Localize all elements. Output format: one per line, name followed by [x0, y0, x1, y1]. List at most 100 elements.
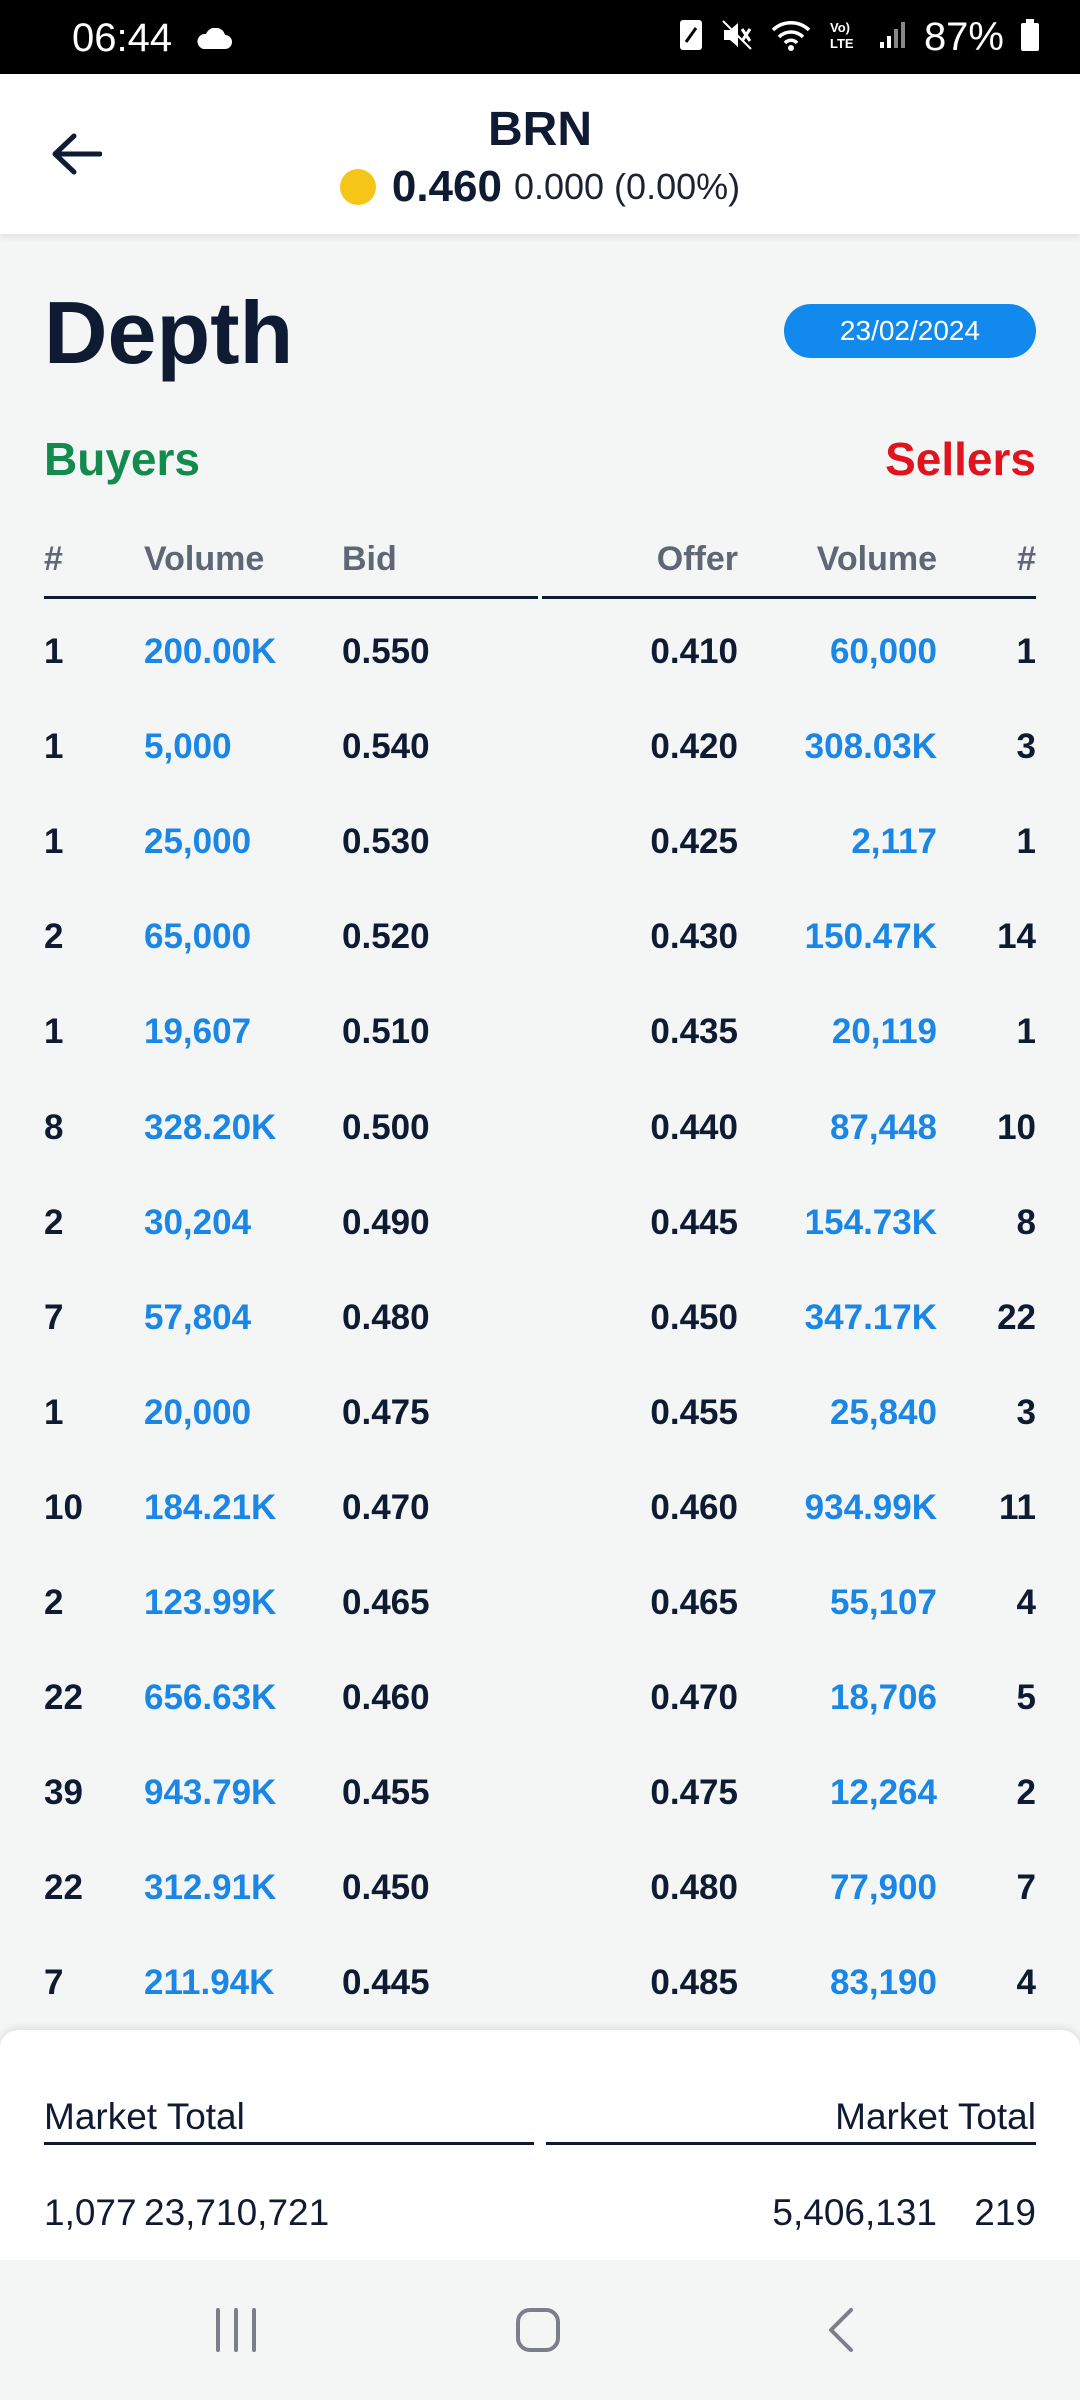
sell-volume-cell: 308.03K: [804, 727, 937, 767]
offer-price-cell: 0.435: [650, 1012, 738, 1052]
offer-price-cell: 0.440: [650, 1107, 738, 1147]
offer-price-cell: 0.475: [650, 1773, 738, 1813]
offer-price-cell: 0.445: [650, 1202, 738, 1242]
svg-text:LTE: LTE: [830, 36, 854, 51]
sell-volume-cell: 12,264: [829, 1773, 937, 1813]
col-buy-volume: Volume: [144, 540, 265, 578]
sell-volume-cell: 18,706: [829, 1678, 937, 1718]
bid-price-cell: 0.445: [342, 1963, 430, 2003]
buy-count-cell: 1: [44, 632, 64, 671]
bid-price-cell: 0.490: [342, 1202, 430, 1242]
buy-volume-cell: 200.00K: [144, 632, 277, 671]
buy-volume-cell: 25,000: [144, 822, 252, 862]
home-icon: [516, 2308, 560, 2352]
stock-symbol: BRN: [488, 103, 592, 156]
sell-total-label: Market Total: [835, 2096, 1036, 2137]
buyers-header-divider: [44, 596, 538, 599]
buy-volume-cell: 328.20K: [144, 1107, 277, 1147]
offer-price-cell: 0.450: [650, 1297, 738, 1337]
depth-row: 1 25,000 0.530 0.425 2,117 1: [0, 794, 1080, 889]
bid-price-cell: 0.475: [342, 1392, 430, 1432]
recent-apps-icon: [216, 2308, 256, 2352]
bid-price-cell: 0.480: [342, 1297, 430, 1337]
col-bid: Bid: [342, 540, 397, 578]
status-time: 06:44: [72, 16, 173, 60]
buy-total-label: Market Total: [44, 2096, 245, 2137]
depth-row: 7 57,804 0.480 0.450 347.17K 22: [0, 1270, 1080, 1365]
page-title: Depth: [44, 283, 294, 382]
sell-volume-cell: 934.99K: [804, 1487, 937, 1527]
buy-volume-cell: 123.99K: [144, 1583, 277, 1622]
buy-volume-cell: 57,804: [144, 1297, 252, 1337]
sell-volume-cell: 55,107: [829, 1583, 937, 1622]
offer-price-cell: 0.485: [650, 1963, 738, 2003]
col-offer: Offer: [656, 540, 738, 578]
recent-apps-button[interactable]: [196, 2300, 276, 2360]
depth-row: 1 5,000 0.540 0.420 308.03K 3: [0, 699, 1080, 794]
depth-row: 10 184.21K 0.470 0.460 934.99K 11: [0, 1460, 1080, 1555]
status-bar: 06:44 Vo) LTE 87%: [0, 0, 1080, 74]
bid-price-cell: 0.540: [342, 727, 430, 767]
col-sell-count: #: [1017, 540, 1036, 578]
back-nav-button[interactable]: [800, 2300, 880, 2360]
sell-volume-cell: 60,000: [829, 632, 937, 671]
buy-volume-cell: 19,607: [144, 1012, 252, 1052]
col-sell-volume: Volume: [816, 540, 937, 578]
buy-total-volume: 23,710,721: [144, 2192, 330, 2233]
sell-count-cell: 14: [997, 917, 1036, 957]
bid-price-cell: 0.510: [342, 1012, 430, 1052]
sell-total-count: 219: [974, 2192, 1036, 2233]
last-price: 0.460: [391, 162, 502, 211]
depth-row: 7 211.94K 0.445 0.485 83,190 4: [0, 1935, 1080, 2030]
sellers-heading: Sellers: [885, 433, 1036, 485]
date-selector[interactable]: 23/02/2024: [784, 304, 1036, 358]
sell-count-cell: 10: [997, 1107, 1036, 1147]
bid-price-cell: 0.455: [342, 1773, 430, 1813]
bid-price-cell: 0.450: [342, 1868, 430, 1908]
price-row: 0.460 0.000 (0.00%): [0, 162, 1080, 212]
volte-icon: Vo) LTE: [828, 18, 862, 57]
mute-icon: [720, 18, 754, 57]
buy-volume-cell: 30,204: [144, 1202, 252, 1242]
buy-volume-cell: 312.91K: [144, 1868, 277, 1908]
buy-count-cell: 2: [44, 1202, 64, 1242]
depth-row: 22 312.91K 0.450 0.480 77,900 7: [0, 1840, 1080, 1935]
depth-row: 2 30,204 0.490 0.445 154.73K 8: [0, 1175, 1080, 1270]
offer-price-cell: 0.470: [650, 1678, 738, 1718]
depth-row: 1 200.00K 0.550 0.410 60,000 1: [0, 604, 1080, 699]
buy-count-cell: 1: [44, 727, 64, 767]
buy-count-cell: 1: [44, 1012, 64, 1052]
price-change: 0.000 (0.00%): [513, 166, 741, 207]
buy-total-divider: [44, 2142, 534, 2145]
offer-price-cell: 0.480: [650, 1868, 738, 1908]
buy-count-cell: 2: [44, 917, 64, 957]
nfc-icon: [678, 18, 704, 57]
buy-count-cell: 1: [44, 822, 64, 862]
home-button[interactable]: [498, 2300, 578, 2360]
bid-price-cell: 0.550: [342, 632, 430, 671]
sell-volume-cell: 20,119: [831, 1012, 937, 1052]
back-button[interactable]: [44, 124, 108, 184]
buy-volume-cell: 65,000: [144, 917, 252, 957]
buy-count-cell: 7: [44, 1297, 64, 1337]
buy-count-cell: 2: [44, 1583, 64, 1622]
sell-volume-cell: 77,900: [829, 1868, 937, 1908]
offer-price-cell: 0.420: [650, 727, 738, 767]
buy-count-cell: 7: [44, 1963, 64, 2003]
sell-count-cell: 4: [1016, 1963, 1036, 2003]
sell-volume-cell: 87,448: [829, 1107, 937, 1147]
buy-count-cell: 39: [44, 1773, 83, 1813]
offer-price-cell: 0.410: [650, 632, 738, 671]
bid-price-cell: 0.470: [342, 1487, 430, 1527]
battery-percent: 87%: [923, 14, 1004, 59]
buy-count-cell: 22: [44, 1678, 83, 1718]
bid-price-cell: 0.460: [342, 1678, 430, 1718]
buyers-heading: Buyers: [44, 433, 200, 485]
depth-row: 1 19,607 0.510 0.435 20,119 1: [0, 984, 1080, 1079]
buy-count-cell: 22: [44, 1868, 83, 1908]
buy-volume-cell: 5,000: [144, 727, 232, 767]
sell-count-cell: 1: [1016, 1012, 1036, 1052]
sell-count-cell: 2: [1016, 1773, 1036, 1813]
sell-count-cell: 4: [1016, 1583, 1036, 1622]
coin-icon: [339, 169, 376, 205]
